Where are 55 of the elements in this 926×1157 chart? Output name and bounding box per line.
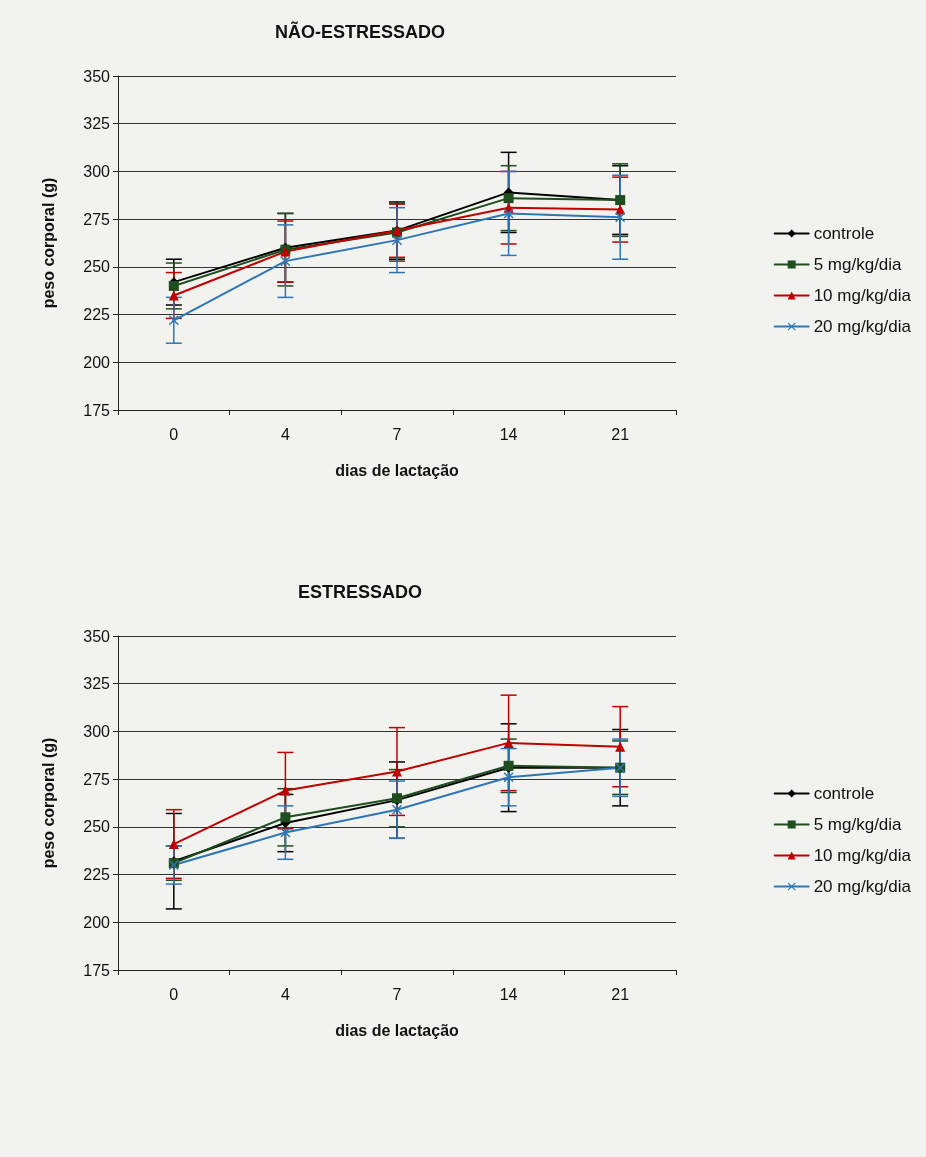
point [503,208,514,219]
y-tick-label: 250 [83,818,111,836]
y-tick-label: 225 [83,306,111,324]
y-tick-label: 175 [83,961,111,979]
chart-title: NÃO-ESTRESSADO [274,21,446,42]
legend-label: 5 mg/kg/dia [813,815,903,834]
x-tick-label: 21 [611,985,630,1003]
x-axis-title: dias de lactação [335,1021,460,1039]
x-tick-label: 4 [280,425,290,443]
point [615,741,626,752]
y-tick-label: 300 [83,722,111,740]
point [168,290,179,301]
y-tick-label: 350 [83,627,111,645]
legend-label: 20 mg/kg/dia [813,317,912,336]
legend-label: 10 mg/kg/dia [813,286,912,305]
x-axis-title: dias de lactação [335,461,460,479]
x-tick-label: 0 [169,425,179,443]
y-tick-label: 200 [83,353,111,371]
y-tick-label: 350 [83,67,111,85]
x-tick-label: 14 [499,985,518,1003]
x-tick-label: 7 [392,425,402,443]
legend-label: 20 mg/kg/dia [813,877,912,896]
y-tick-label: 275 [83,210,111,228]
x-tick-label: 21 [611,425,630,443]
legend-label: 10 mg/kg/dia [813,846,912,865]
x-tick-label: 0 [169,985,179,1003]
legend-label: controle [813,784,875,803]
point [280,812,291,823]
y-tick-label: 300 [83,162,111,180]
legend-label: 5 mg/kg/dia [813,255,903,274]
x-tick-label: 7 [392,985,402,1003]
point [392,235,402,246]
y-tick-label: 325 [83,675,111,693]
y-tick-label: 275 [83,770,111,788]
y-tick-label: 175 [83,401,111,419]
point [168,839,179,850]
legend-label: controle [813,224,875,243]
point [280,785,291,796]
y-tick-label: 250 [83,258,111,276]
x-tick-label: 14 [499,425,518,443]
y-tick-label: 225 [83,866,111,884]
point [503,193,514,204]
x-tick-label: 4 [280,985,290,1003]
point [615,212,626,223]
point [168,315,179,326]
point [392,804,402,815]
y-tick-label: 325 [83,115,111,133]
y-tick-label: 200 [83,913,111,931]
point [280,827,291,838]
y-axis-title: peso corporal (g) [39,177,57,309]
y-axis-title: peso corporal (g) [39,737,57,869]
point [503,772,514,783]
point [392,766,402,777]
chart-title: ESTRESSADO [297,582,423,602]
point [280,256,291,267]
